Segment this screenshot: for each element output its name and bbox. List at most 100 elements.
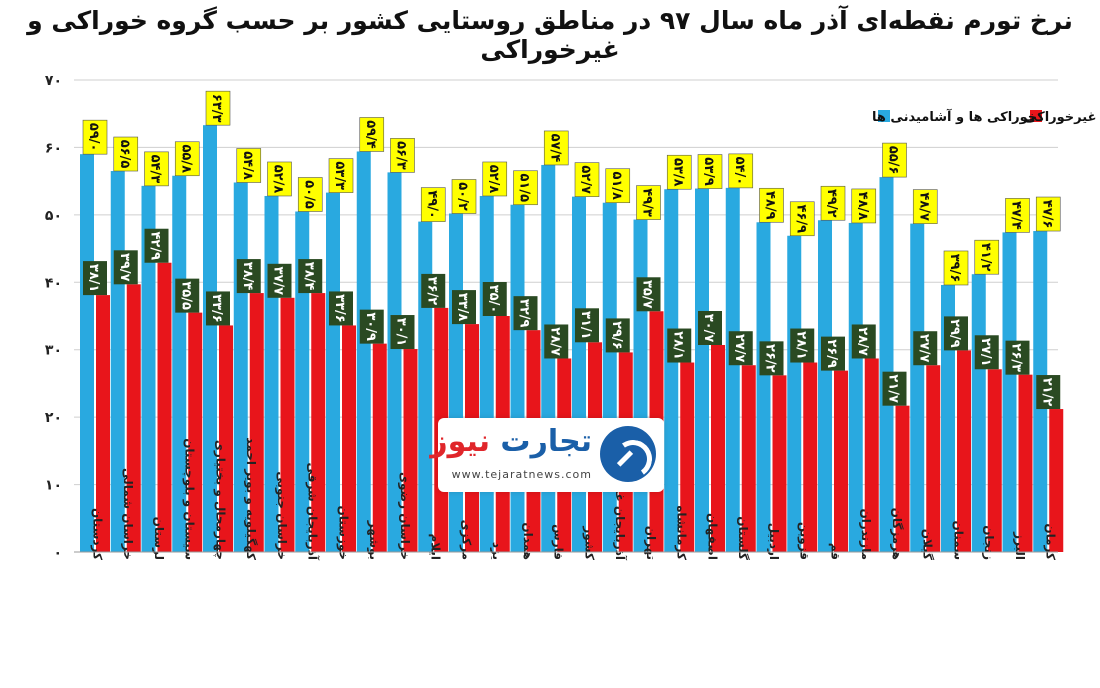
- data-label: ۵۱/۸: [609, 171, 624, 200]
- label-food: ۴۸/۸: [851, 188, 877, 224]
- data-label: ۴۸/۷: [916, 192, 931, 221]
- data-label: ۴۸/۹: [763, 191, 778, 220]
- label-food: ۵۱/۵: [513, 170, 538, 206]
- data-label: ۲۷/۱: [978, 338, 993, 367]
- bar-food: [418, 221, 433, 552]
- bar-nonfood: [895, 405, 910, 552]
- label-nonfood: ۳۰/۷: [698, 310, 722, 345]
- data-label-box: [390, 138, 415, 173]
- x-tick-label: لرستان: [152, 517, 166, 560]
- label-food: ۴۸/۷: [912, 189, 938, 224]
- label-food: ۳۹/۶: [943, 250, 969, 286]
- data-label-box: [759, 341, 784, 376]
- x-tick-label: قزوین: [797, 522, 812, 560]
- data-label: ۴۷/۶: [1039, 200, 1054, 229]
- data-label-box: [667, 328, 692, 363]
- data-label: ۲۱/۲: [1039, 378, 1054, 407]
- label-food: ۵۴/۳: [144, 151, 169, 187]
- label-food: ۴۸/۹: [759, 187, 784, 223]
- data-label-box: [790, 328, 815, 363]
- watermark-url: www.tejaratnews.com: [451, 468, 592, 481]
- label-food: ۵۳/۹: [697, 154, 723, 189]
- label-food: ۵۷/۴: [543, 130, 569, 166]
- data-label: ۴۹/۰: [424, 190, 439, 219]
- data-label: ۳۸/۴: [301, 262, 316, 291]
- bar-nonfood: [219, 325, 233, 552]
- x-tick-label: فارس: [552, 524, 566, 560]
- x-tick-label: خراسان رضوی: [397, 472, 412, 560]
- label-nonfood: ۳۸/۴: [298, 259, 323, 294]
- label-nonfood: ۲۷/۱: [974, 335, 999, 370]
- data-label-box: [390, 315, 415, 350]
- bar-food: [356, 151, 371, 552]
- data-label: ۳۰/۹: [363, 312, 378, 341]
- bar-nonfood: [741, 365, 756, 552]
- data-label-box: [297, 177, 323, 212]
- data-label-box: [943, 250, 969, 286]
- bar-nonfood: [311, 293, 326, 552]
- data-label-box: [144, 151, 169, 187]
- data-label: ۲۸/۷: [547, 327, 562, 356]
- label-nonfood: ۳۸/۱: [83, 261, 107, 296]
- data-label-box: [513, 296, 538, 331]
- data-label-box: [974, 335, 999, 370]
- data-label: ۳۶/۲: [424, 277, 439, 306]
- bar-nonfood: [834, 370, 848, 552]
- label-food: ۴۱/۲: [974, 239, 1000, 275]
- bar-food: [910, 223, 925, 552]
- bar-nonfood: [864, 358, 879, 552]
- bar-food: [295, 211, 310, 552]
- legend-nonfood-label: غیرخوراکی: [1024, 110, 1096, 125]
- y-tick-label: ۰: [53, 545, 62, 561]
- data-label-box: [636, 185, 661, 220]
- label-nonfood: ۴۲/۹: [144, 228, 169, 263]
- label-nonfood: ۳۵/۰: [482, 282, 507, 316]
- x-tick-label: کهگیلویه و بویر احمد: [243, 437, 258, 560]
- data-label: ۳۳/۸: [455, 293, 470, 322]
- data-label: ۵۰/۲: [455, 182, 470, 211]
- bar-food: [1002, 232, 1017, 553]
- data-label: ۲۸/۱: [670, 331, 685, 360]
- data-label: ۲۶/۹: [824, 339, 839, 368]
- x-tick-label: آذربایجان شرقی: [306, 462, 321, 560]
- data-label: ۳۲/۹: [517, 299, 532, 328]
- label-food: ۵۳/۸: [666, 154, 692, 190]
- data-label-box: [789, 201, 815, 237]
- label-food: ۵۶/۳: [390, 138, 415, 173]
- x-tick-label: کردستان: [90, 508, 104, 560]
- data-label: ۳۵/۷: [640, 280, 655, 309]
- label-nonfood: ۲۸/۷: [544, 324, 569, 359]
- bar-nonfood: [96, 295, 110, 552]
- data-label-box: [728, 331, 753, 366]
- data-label: ۲۸/۷: [855, 327, 870, 356]
- data-label-box: [912, 189, 938, 224]
- data-label-box: [267, 161, 292, 197]
- label-food: ۵۳/۳: [328, 158, 354, 193]
- label-nonfood: ۲۸/۷: [851, 324, 876, 359]
- x-tick-label: سمنان: [951, 521, 965, 561]
- label-nonfood: ۳۰/۱: [390, 315, 415, 350]
- label-food: ۵۴/۸: [236, 148, 262, 183]
- x-tick-label: کشور: [581, 525, 596, 560]
- y-tick-label: ۳۰: [45, 343, 62, 359]
- data-label: ۴۸/۸: [855, 192, 870, 221]
- bar-food: [725, 187, 740, 552]
- label-food: ۵۰/۲: [451, 179, 477, 214]
- watermark-name-part2: نیوز: [430, 424, 490, 459]
- label-food: ۴۹/۳: [636, 185, 661, 220]
- label-nonfood: ۲۱/۲: [1036, 375, 1061, 410]
- label-nonfood: ۲۶/۳: [1005, 340, 1030, 375]
- data-label: ۵۹/۴: [363, 120, 378, 149]
- data-label: ۳۰/۷: [701, 314, 716, 343]
- data-label-box: [482, 161, 508, 197]
- bar-nonfood: [803, 362, 818, 552]
- bar-food: [387, 172, 402, 552]
- data-label-box: [359, 309, 384, 344]
- bar-food: [449, 213, 463, 552]
- label-nonfood: ۲۹/۶: [605, 318, 630, 353]
- data-label: ۴۹/۳: [640, 188, 655, 217]
- x-tick-label: تهران: [644, 526, 658, 560]
- data-label: ۳۳/۶: [332, 294, 347, 323]
- x-tick-label: کرمان: [1044, 523, 1058, 560]
- y-tick-label: ۶۰: [45, 140, 62, 156]
